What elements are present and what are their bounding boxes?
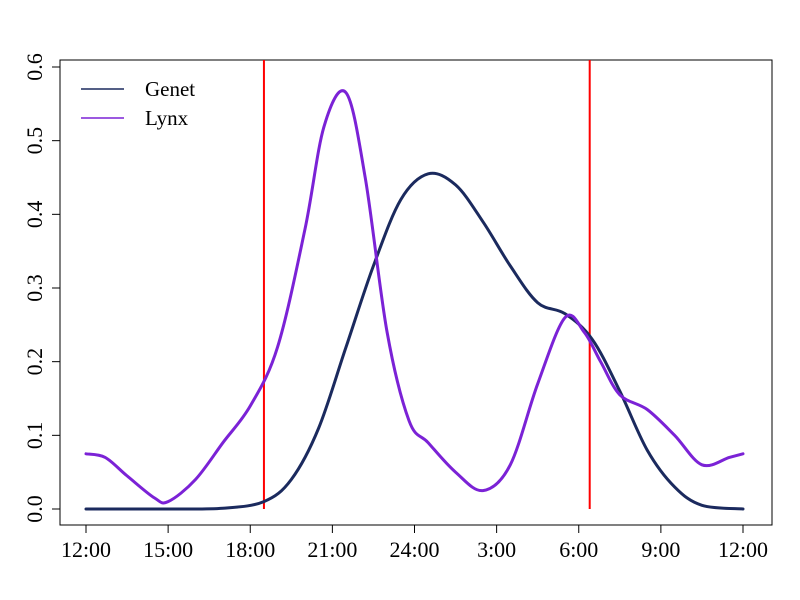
x-tick-label: 21:00	[307, 537, 357, 562]
y-tick-label: 0.4	[22, 201, 47, 229]
x-tick-label: 15:00	[143, 537, 193, 562]
reference-lines	[262, 60, 591, 509]
x-tick-label: 6:00	[559, 537, 598, 562]
x-tick-label: 9:00	[641, 537, 680, 562]
x-tick-label: 12:00	[718, 537, 768, 562]
legend: Genet Lynx	[81, 77, 195, 130]
legend-label: Lynx	[145, 106, 189, 130]
y-tick-label: 0.1	[22, 422, 47, 450]
y-tick-label: 0.3	[22, 274, 47, 302]
series-lines	[84, 89, 745, 511]
x-tick-label: 18:00	[225, 537, 275, 562]
series-line-genet	[84, 171, 745, 511]
x-tick-label: 3:00	[477, 537, 516, 562]
x-tick-label: 12:00	[61, 537, 111, 562]
y-axis: 0.0 0.1 0.2 0.3 0.4 0.5 0.6	[22, 53, 61, 523]
legend-label: Genet	[145, 77, 195, 101]
y-tick-label: 0.5	[22, 127, 47, 155]
x-axis: 12:00 15:00 18:00 21:00 24:00 3:00 6:00 9:00 12:…	[61, 524, 768, 562]
y-tick-label: 0.0	[22, 495, 47, 523]
y-tick-label: 0.2	[22, 348, 47, 376]
y-tick-label: 0.6	[22, 53, 47, 81]
series-line-lynx	[84, 89, 745, 505]
x-tick-label: 24:00	[389, 537, 439, 562]
